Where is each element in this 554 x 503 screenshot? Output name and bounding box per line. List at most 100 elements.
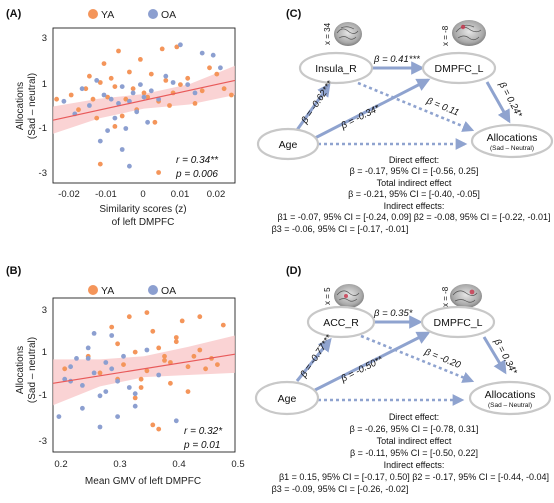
legend-oa-label: OA xyxy=(161,285,176,297)
data-point-ya xyxy=(156,345,162,351)
legend-oa-marker xyxy=(148,9,158,19)
data-point-oa xyxy=(80,383,85,388)
data-point-oa xyxy=(105,128,110,134)
data-point-oa xyxy=(85,356,91,361)
confidence-band xyxy=(53,335,235,406)
data-point-ya xyxy=(76,107,81,113)
data-point-oa xyxy=(218,65,223,71)
stat-p-a: p = 0.006 xyxy=(175,169,218,180)
data-point-ya xyxy=(173,335,179,340)
panel-b-label: (B) xyxy=(6,265,22,277)
node-outcome-sublabel: (Sad – Neutral) xyxy=(490,145,534,152)
x-tick-label: -0.02 xyxy=(58,189,80,200)
data-point-oa xyxy=(185,82,191,87)
data-point-ya xyxy=(126,69,132,75)
data-point-ya xyxy=(123,96,129,102)
data-point-ya xyxy=(199,88,205,94)
data-point-ya xyxy=(178,82,183,87)
data-point-oa xyxy=(121,353,126,359)
data-point-ya xyxy=(138,57,143,62)
y-tick-label: -1 xyxy=(39,390,47,401)
regression-line xyxy=(52,79,236,121)
data-point-ya xyxy=(197,347,203,353)
x-axis-label-1: Similarity scores (z) xyxy=(99,204,186,215)
node-dmpfc-label: DMPFC_L xyxy=(433,317,482,329)
data-point-ya xyxy=(162,353,167,359)
data-point-ya xyxy=(192,101,198,106)
data-point-oa xyxy=(156,96,162,102)
brain-dmpfc-icon xyxy=(452,20,486,46)
stat-p-b: p = 0.01 xyxy=(183,440,220,451)
data-point-ya xyxy=(138,376,144,382)
data-point-ya xyxy=(87,73,92,79)
data-point-oa xyxy=(68,364,73,370)
data-point-ya xyxy=(156,426,162,432)
data-point-oa xyxy=(97,424,103,430)
coord-label-dmpfc: x = -8 xyxy=(441,25,450,46)
scatter-plot-a xyxy=(52,42,236,175)
data-point-oa xyxy=(112,115,118,121)
data-point-oa xyxy=(115,414,120,419)
x-tick-label: 0 xyxy=(140,189,145,200)
data-point-ya xyxy=(112,124,118,129)
data-point-oa xyxy=(126,98,132,104)
data-point-oa xyxy=(199,50,205,56)
data-point-oa xyxy=(94,78,100,83)
data-point-oa xyxy=(132,403,138,409)
data-point-ya xyxy=(68,92,74,98)
data-point-oa xyxy=(144,347,150,353)
coef-age-dmpfc: β = -0.50** xyxy=(338,354,385,385)
coef-mediator-dmpfc: β = 0.35* xyxy=(373,308,413,319)
data-point-oa xyxy=(103,389,109,394)
y-axis-label-1: Allocations xyxy=(15,346,26,394)
panel-c: (C) x = 34 x = -8 Insula_R DMPFC_L Age A… xyxy=(256,8,554,234)
data-point-oa xyxy=(141,94,147,100)
node-outcome xyxy=(470,123,554,159)
panel-b: (B) YA OA Allocations (Sad – neutral) 3 … xyxy=(6,265,245,487)
data-point-oa xyxy=(123,126,129,131)
node-mediator xyxy=(306,305,376,339)
coef-mediator-dmpfc: β = 0.41*** xyxy=(373,54,420,65)
path-age-to-insula xyxy=(295,82,331,131)
data-point-ya xyxy=(132,395,138,401)
y-tick-label: -3 xyxy=(39,436,47,447)
data-point-oa xyxy=(126,385,132,390)
data-point-ya xyxy=(162,358,167,363)
coef-mediator-outcome: β = -0.20 xyxy=(422,346,463,371)
x-axis-label: Mean GMV of left DMPFC xyxy=(85,476,201,487)
footer-line: β = -0.17, 95% CI = [-0.56, 0.25] xyxy=(350,166,479,176)
path-age-to-dmpfc xyxy=(314,78,431,140)
data-point-oa xyxy=(130,90,136,96)
footer-line: β3 = -0.06, 95% CI = [-0.17, -0.01] xyxy=(272,224,409,234)
data-point-ya xyxy=(101,61,107,66)
path-dmpfc-to-outcome xyxy=(482,336,507,375)
coord-label-acc: x = 5 xyxy=(323,287,332,305)
data-point-ya xyxy=(229,92,234,98)
legend-oa-label: OA xyxy=(161,9,176,21)
footer-line: Indirect effects: xyxy=(384,201,445,211)
data-point-ya xyxy=(97,370,103,376)
coef-age-mediator: β = -0.77*** xyxy=(298,333,335,381)
data-point-oa xyxy=(74,356,79,361)
data-point-oa xyxy=(163,73,169,79)
node-mediator-label: ACC_R xyxy=(323,317,359,329)
x-axis-label-2: of left DMPFC xyxy=(112,217,175,228)
y-tick-label: 1 xyxy=(42,347,47,358)
data-point-oa xyxy=(119,84,125,89)
data-point-ya xyxy=(138,385,144,390)
data-point-oa xyxy=(138,82,143,87)
data-point-ya xyxy=(97,80,103,85)
data-point-oa xyxy=(210,52,216,58)
data-point-ya xyxy=(203,366,209,372)
data-point-ya xyxy=(168,360,173,365)
data-point-ya xyxy=(156,170,162,175)
legend-ya-marker xyxy=(88,285,98,295)
path-age-to-dmpfc xyxy=(314,331,431,392)
y-tick-label: -1 xyxy=(39,123,47,134)
data-point-oa xyxy=(80,405,85,411)
data-point-oa xyxy=(91,370,97,376)
data-point-oa xyxy=(87,103,92,108)
data-point-oa xyxy=(85,345,91,351)
node-age-label: Age xyxy=(279,139,298,151)
data-point-oa xyxy=(145,119,151,125)
